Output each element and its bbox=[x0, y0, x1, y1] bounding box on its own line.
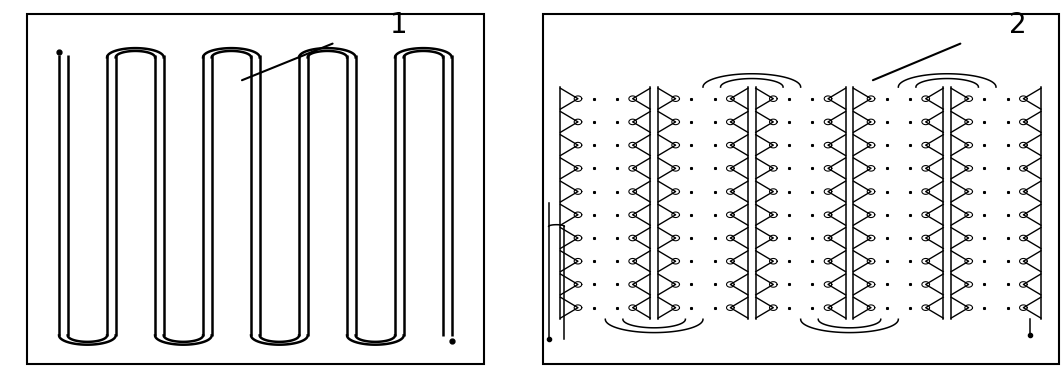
Text: 2: 2 bbox=[1010, 11, 1027, 39]
Bar bbox=[27, 14, 484, 364]
Text: 1: 1 bbox=[390, 11, 408, 39]
Bar bbox=[543, 14, 1059, 364]
